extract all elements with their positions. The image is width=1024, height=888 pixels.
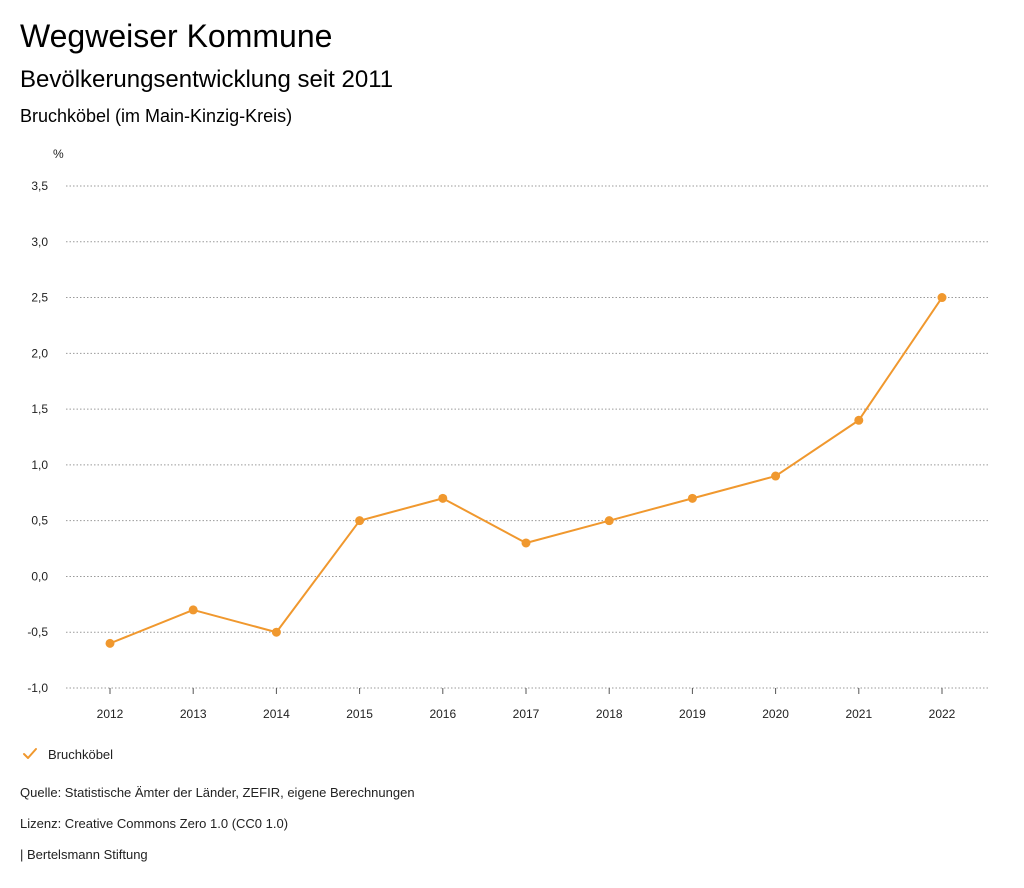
data-point [771, 471, 781, 481]
x-tick-label: 2017 [513, 707, 540, 721]
x-tick-label: 2021 [845, 707, 872, 721]
y-axis-unit-label: % [53, 147, 64, 161]
x-tick-label: 2016 [429, 707, 456, 721]
data-point [521, 538, 531, 548]
legend-item-bruchkoebel[interactable]: Bruchköbel [20, 744, 113, 764]
region-label: Bruchköbel (im Main-Kinzig-Kreis) [20, 106, 293, 126]
y-tick-label: 0,5 [31, 514, 48, 528]
x-tick-label: 2022 [929, 707, 956, 721]
y-tick-label: 0,0 [31, 569, 48, 583]
publisher-note: | Bertelsmann Stiftung [20, 847, 148, 862]
data-point [937, 293, 947, 303]
x-tick-label: 2015 [346, 707, 373, 721]
legend-label: Bruchköbel [48, 746, 114, 762]
x-tick-label: 2014 [263, 707, 290, 721]
line-chart: % -1,0 -0,5 0,0 0,5 1,0 1,5 2,0 2,5 3,0 3,5 2012 201… [27, 147, 990, 721]
legend-check-icon [23, 748, 37, 759]
y-tick-label: 2,0 [31, 346, 48, 360]
data-point [854, 415, 864, 425]
data-point [271, 627, 281, 637]
data-point [687, 493, 697, 503]
y-tick-label: -0,5 [27, 625, 48, 639]
y-tick-label: 2,5 [31, 291, 48, 305]
chart-title: Wegweiser Kommune [20, 18, 333, 54]
x-tick-label: 2019 [679, 707, 706, 721]
license-note: Lizenz: Creative Commons Zero 1.0 (CC0 1… [20, 816, 289, 831]
series-line-0 [109, 296, 943, 645]
x-tick-label: 2013 [180, 707, 207, 721]
y-tick-label: 1,0 [31, 458, 48, 472]
data-point [188, 605, 198, 615]
y-tick-label: 3,0 [31, 235, 48, 249]
data-point [355, 516, 365, 526]
y-tick-label: 3,5 [31, 179, 48, 193]
x-tick-label: 2020 [762, 707, 789, 721]
source-note: Quelle: Statistische Ämter der Länder, Z… [20, 785, 415, 800]
x-tick-label: 2018 [596, 707, 623, 721]
y-tick-label: -1,0 [27, 681, 48, 695]
x-tick-label: 2012 [97, 707, 124, 721]
data-point [438, 493, 448, 503]
data-point [604, 516, 614, 526]
chart-subtitle: Bevölkerungsentwicklung seit 2011 [20, 66, 394, 93]
data-point [105, 638, 115, 648]
y-tick-label: 1,5 [31, 402, 48, 416]
